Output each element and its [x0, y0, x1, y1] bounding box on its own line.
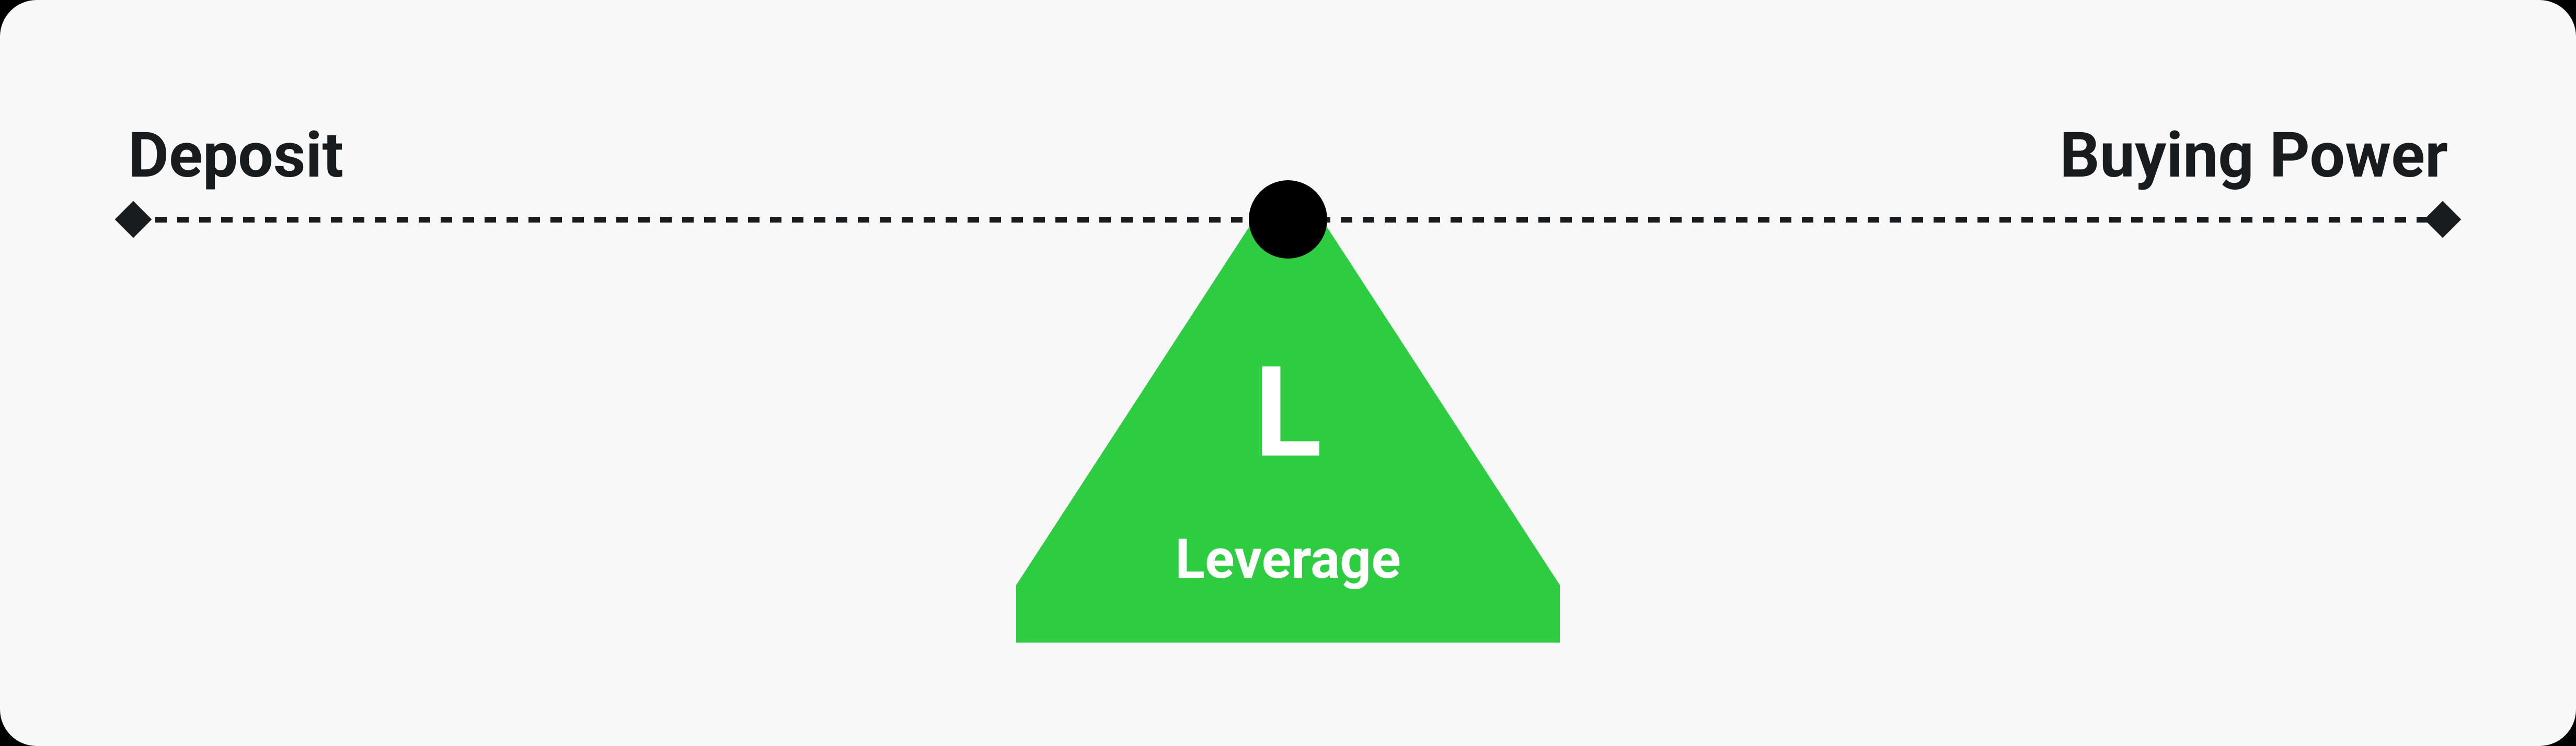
leverage-diagram-card: Deposit Buying Power L Leverage [0, 0, 2576, 746]
deposit-label: Deposit [128, 119, 343, 192]
buying-power-label: Buying Power [2060, 119, 2448, 192]
beam-end-diamond-left [115, 201, 152, 238]
beam-end-diamond-right [2424, 201, 2462, 238]
leverage-triangle: L Leverage [1016, 225, 1560, 643]
fulcrum-dot [1249, 180, 1327, 259]
leverage-letter: L [1016, 350, 1560, 475]
leverage-caption: Leverage [1016, 532, 1560, 587]
